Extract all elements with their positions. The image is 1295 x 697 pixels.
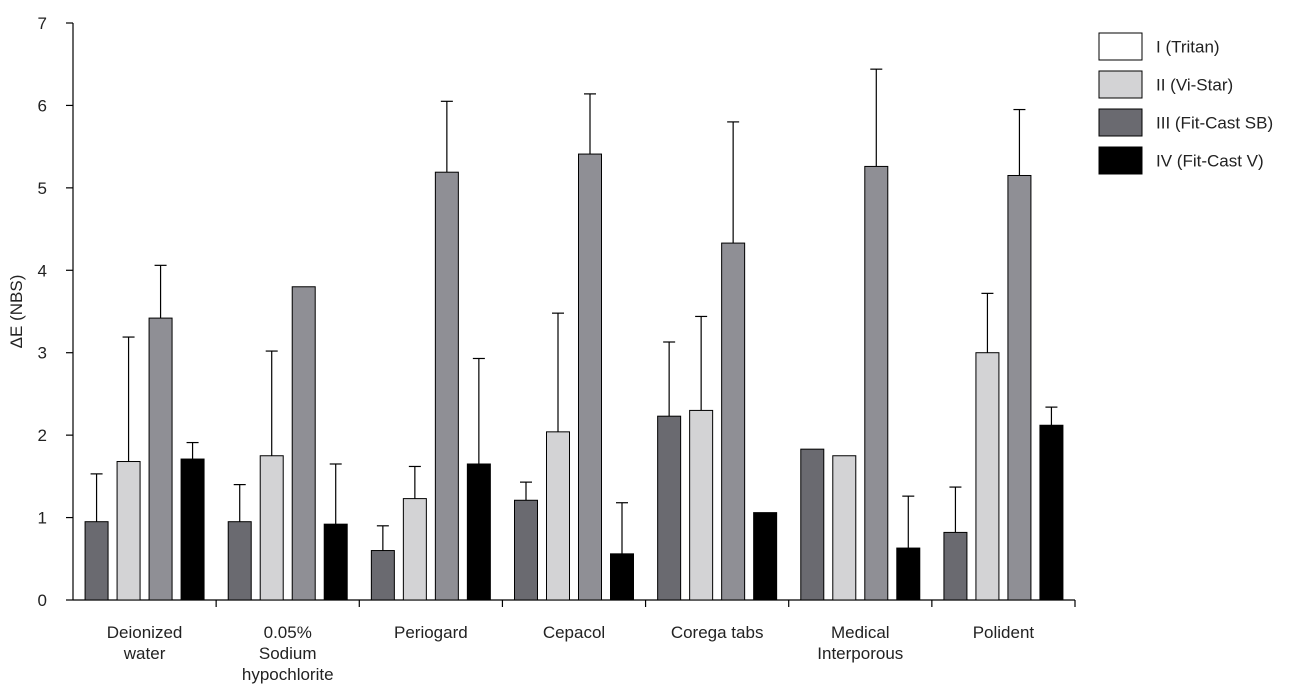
legend-label: IV (Fit-Cast V) (1156, 152, 1264, 171)
legend-swatch (1098, 108, 1143, 137)
bar (721, 242, 746, 601)
bar (896, 547, 921, 601)
bar (800, 448, 825, 601)
legend-label: III (Fit-Cast SB) (1156, 114, 1273, 133)
legend-swatch (1098, 146, 1143, 175)
y-tick-label: 5 (38, 179, 47, 198)
y-tick-label: 0 (38, 591, 47, 610)
x-category-label: Deionized (107, 623, 183, 642)
legend-label: I (Tritan) (1156, 38, 1220, 57)
bar (546, 431, 570, 601)
y-axis-label: ΔE (NBS) (7, 275, 26, 349)
bar (975, 352, 1000, 601)
bar (402, 498, 427, 601)
legend-label: II (Vi-Star) (1156, 76, 1233, 95)
bar (753, 512, 778, 601)
bar (578, 153, 602, 601)
y-tick-label: 3 (38, 344, 47, 363)
bar (116, 461, 141, 601)
bar (291, 286, 316, 601)
bar (657, 415, 682, 601)
x-category-label: Medical (831, 623, 890, 642)
y-tick-label: 4 (38, 261, 47, 280)
bar (434, 171, 459, 601)
x-category-label: Polident (973, 623, 1035, 642)
bar (1007, 174, 1032, 601)
bar (943, 531, 968, 601)
bar (84, 521, 109, 601)
bar (227, 521, 252, 601)
bar (689, 409, 714, 601)
x-category-label: Corega tabs (671, 623, 764, 642)
legend-swatch (1098, 70, 1143, 99)
bar (832, 455, 857, 601)
bar (610, 553, 634, 601)
x-category-label: Sodium (259, 644, 317, 663)
y-tick-label: 2 (38, 426, 47, 445)
bar (514, 499, 538, 601)
bar (180, 458, 205, 601)
y-tick-label: 1 (38, 509, 47, 528)
bar (148, 317, 173, 601)
bar (370, 550, 395, 601)
x-category-label: Cepacol (543, 623, 605, 642)
bar (864, 165, 889, 601)
x-category-label: Interporous (817, 644, 903, 663)
bar (466, 463, 491, 601)
x-category-label: hypochlorite (242, 665, 334, 684)
y-tick-label: 7 (38, 14, 47, 33)
x-category-label: Periogard (394, 623, 468, 642)
bar (1039, 424, 1064, 601)
legend-swatch (1098, 32, 1143, 61)
x-category-label: 0.05% (264, 623, 312, 642)
bar (323, 523, 348, 601)
y-tick-label: 6 (38, 96, 47, 115)
bar (259, 455, 284, 601)
x-category-label: water (123, 644, 166, 663)
